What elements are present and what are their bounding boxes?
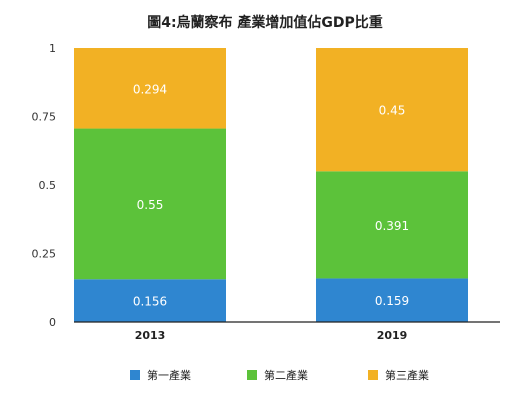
legend-swatch: [247, 370, 257, 380]
y-tick-label: 0.75: [32, 111, 57, 124]
legend-swatch: [130, 370, 140, 380]
bar-value-label: 0.391: [375, 219, 409, 233]
y-tick-label: 0.5: [39, 179, 57, 192]
bar-value-label: 0.55: [137, 198, 164, 212]
legend-label: 第二產業: [264, 368, 308, 382]
bar-segment: [316, 171, 468, 279]
y-tick-label: 0.25: [32, 248, 57, 261]
bar-segment: [316, 278, 468, 322]
x-tick-label: 2019: [377, 329, 408, 342]
bar-segment: [74, 128, 226, 280]
bar-segment: [74, 48, 226, 129]
chart-title: 圖4:烏蘭察布 產業增加值佔GDP比重: [147, 15, 383, 31]
legend-swatch: [368, 370, 378, 380]
bar-segment: [74, 279, 226, 322]
bar-value-label: 0.294: [133, 82, 167, 96]
y-tick-label: 0: [49, 316, 56, 329]
y-tick-label: 1: [49, 42, 56, 55]
legend-label: 第三產業: [385, 368, 429, 382]
legend-label: 第一產業: [147, 368, 191, 382]
bar-value-label: 0.156: [133, 295, 167, 309]
bar-value-label: 0.45: [379, 104, 406, 118]
bar-value-label: 0.159: [375, 294, 409, 308]
bar-segment: [316, 48, 468, 172]
x-tick-label: 2013: [135, 329, 166, 342]
